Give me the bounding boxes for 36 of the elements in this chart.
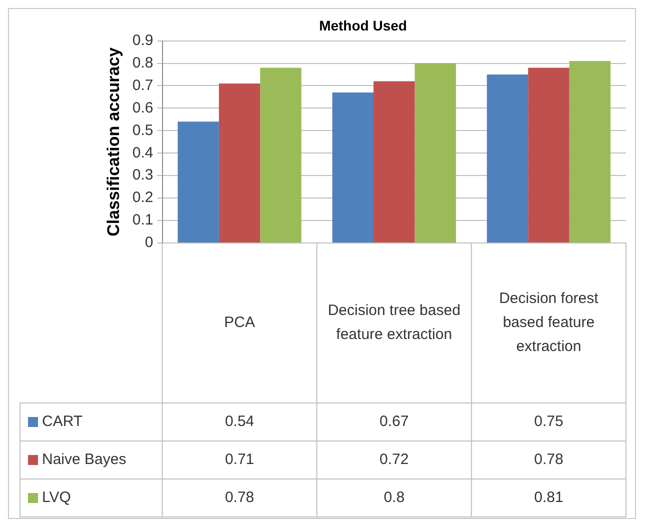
bar xyxy=(218,83,260,242)
x-tick-label: Decision forest based feature extraction xyxy=(499,290,600,356)
y-tick-label: 0.9 xyxy=(132,32,154,49)
bar xyxy=(486,74,528,242)
y-tick-label: 0.2 xyxy=(132,189,154,206)
x-tick-label: PCA xyxy=(224,314,255,332)
y-tick-label: 0.8 xyxy=(132,54,154,72)
data-label: 0.75 xyxy=(534,413,564,430)
data-label: 0.67 xyxy=(380,413,409,430)
legend-label: CART xyxy=(42,413,83,430)
y-tick-label: 0 xyxy=(144,234,154,252)
bar xyxy=(374,81,415,242)
data-label: 0.54 xyxy=(224,413,254,430)
y-tick-label: 0.4 xyxy=(132,144,154,162)
y-tick-label: 0.5 xyxy=(132,122,154,139)
y-tick-label: 0.3 xyxy=(132,166,154,184)
x-tick-label: Decision tree based feature extraction xyxy=(328,302,460,344)
chart-title: Method Used xyxy=(319,17,407,34)
y-tick-label: 0.6 xyxy=(132,99,154,116)
data-label: 0.72 xyxy=(380,451,409,468)
legend-label: Naive Bayes xyxy=(42,451,126,468)
data-label: 0.81 xyxy=(534,489,564,506)
bar xyxy=(178,122,219,242)
data-label: 0.71 xyxy=(224,451,254,468)
legend-label: LVQ xyxy=(42,489,71,506)
bar xyxy=(528,68,570,242)
y-tick-label: 0.1 xyxy=(132,212,154,229)
y-axis-title: Classification accuracy xyxy=(104,46,123,236)
bar xyxy=(260,68,302,242)
bar xyxy=(414,63,456,242)
data-label: 0.8 xyxy=(384,489,405,506)
bar xyxy=(332,92,374,242)
y-tick-label: 0.7 xyxy=(132,76,154,94)
bar xyxy=(569,61,611,242)
data-label: 0.78 xyxy=(534,451,564,468)
data-label: 0.78 xyxy=(224,489,254,506)
